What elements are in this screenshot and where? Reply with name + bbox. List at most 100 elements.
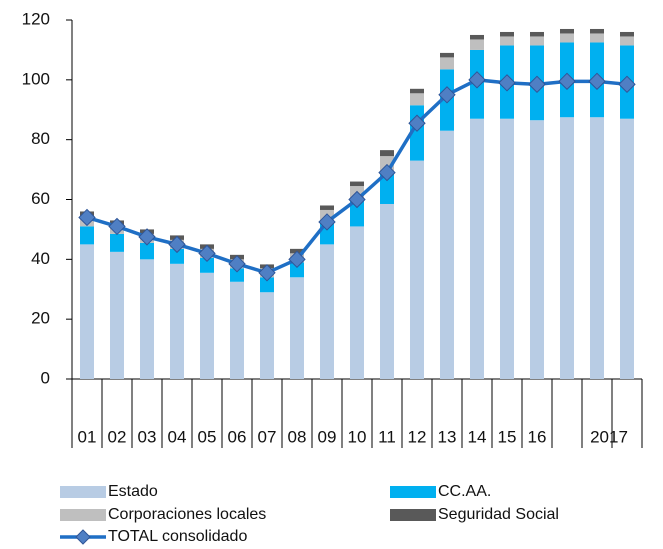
bar-segment [320, 244, 334, 379]
x-tick-label: 15 [498, 427, 517, 446]
total-marker [78, 208, 96, 227]
legend-label: CC.AA. [438, 483, 491, 500]
legend: Estado CC.AA. Corporaciones locales Segurid… [60, 483, 559, 545]
x-tick-label: 2017 [590, 427, 628, 446]
x-tick-label: 16 [528, 427, 547, 446]
y-tick-label: 120 [22, 9, 50, 28]
total-marker [588, 72, 606, 91]
legend-label: TOTAL consolidado [108, 528, 247, 545]
bar-segment [590, 117, 604, 380]
y-tick-label: 40 [31, 249, 50, 268]
bar-segment [110, 233, 124, 252]
bar-segment [380, 172, 394, 204]
bar-segment [440, 130, 454, 379]
bar-segment [470, 118, 484, 379]
legend-swatch [60, 486, 106, 498]
legend-marker [75, 529, 91, 545]
bar-segment [320, 205, 334, 210]
total-marker [468, 71, 486, 89]
bar-segment [260, 292, 274, 379]
bar-segment [440, 52, 454, 58]
bar-segment [500, 31, 514, 37]
total-marker [408, 114, 426, 132]
total-marker [138, 228, 156, 246]
x-tick-label: 10 [348, 427, 367, 446]
x-tick-label: 04 [168, 427, 187, 446]
legend-label: Corporaciones locales [108, 506, 266, 523]
bar-segment [560, 117, 574, 380]
bar-segment [350, 200, 364, 227]
bar-segment [230, 268, 244, 282]
total-marker [318, 213, 336, 231]
bar-segment [140, 242, 154, 260]
bar-segment [500, 36, 514, 46]
bar-segment [350, 226, 364, 379]
bar-segment [590, 28, 604, 34]
bar-segment [260, 277, 274, 293]
bar-segment [290, 277, 304, 379]
total-marker [558, 72, 576, 91]
bar-segment [350, 181, 364, 187]
legend-swatch [390, 486, 436, 498]
legend-label: Seguridad Social [438, 506, 559, 523]
y-tick-label: 100 [22, 69, 50, 88]
bar-segment [530, 36, 544, 46]
bar-segment [440, 57, 454, 70]
x-tick-label: 12 [408, 427, 427, 446]
bar-segment [110, 251, 124, 379]
bar-segment [380, 203, 394, 379]
total-marker [198, 244, 216, 263]
x-tick-label: 06 [228, 427, 247, 446]
x-tick-label: 11 [378, 427, 396, 446]
legend-swatch [60, 509, 106, 521]
total-marker [438, 86, 456, 104]
x-tick-label: 08 [288, 427, 307, 446]
x-tick-label: 05 [198, 427, 217, 446]
y-tick-label: 0 [41, 368, 50, 387]
bar-segment [410, 160, 424, 379]
y-tick-label: 20 [31, 309, 50, 328]
legend-label: Estado [108, 483, 158, 500]
x-tick-label: 01 [78, 427, 97, 446]
total-marker [228, 255, 246, 273]
bar-segment [410, 93, 424, 106]
x-tick-label: 09 [318, 427, 337, 446]
bar-segment [200, 272, 214, 379]
bar-segment [530, 31, 544, 37]
bar-segment [170, 263, 184, 379]
total-marker [288, 250, 306, 269]
bar-segment [560, 33, 574, 43]
bar-segment [200, 257, 214, 273]
bar-segment [230, 281, 244, 379]
bar-segment [410, 88, 424, 94]
bar-segment [590, 33, 604, 43]
total-marker [108, 217, 126, 236]
bar-segment [470, 34, 484, 40]
bar-segment [140, 259, 154, 379]
bar-segment [380, 150, 394, 157]
total-marker [528, 75, 546, 94]
bar-segment [500, 118, 514, 379]
bar-segment [620, 118, 634, 379]
total-marker [378, 163, 396, 182]
x-tick-label: 02 [108, 427, 127, 446]
x-tick-label: 07 [258, 427, 277, 446]
total-marker [168, 235, 186, 254]
total-marker [618, 75, 636, 94]
bar-segment [170, 248, 184, 264]
x-tick-label: 14 [468, 427, 487, 446]
total-marker [498, 74, 516, 92]
bar-segment [290, 262, 304, 278]
bar-segment [470, 39, 484, 50]
legend-swatch [390, 509, 436, 521]
y-tick-label: 60 [31, 189, 50, 208]
x-tick-label: 13 [438, 427, 457, 446]
y-tick-label: 80 [31, 129, 50, 148]
total-marker [258, 264, 276, 282]
bar-segment [80, 244, 94, 379]
bar-segment [620, 31, 634, 37]
bar-segment [620, 36, 634, 46]
x-tick-label: 03 [138, 427, 157, 446]
total-marker [348, 190, 366, 209]
